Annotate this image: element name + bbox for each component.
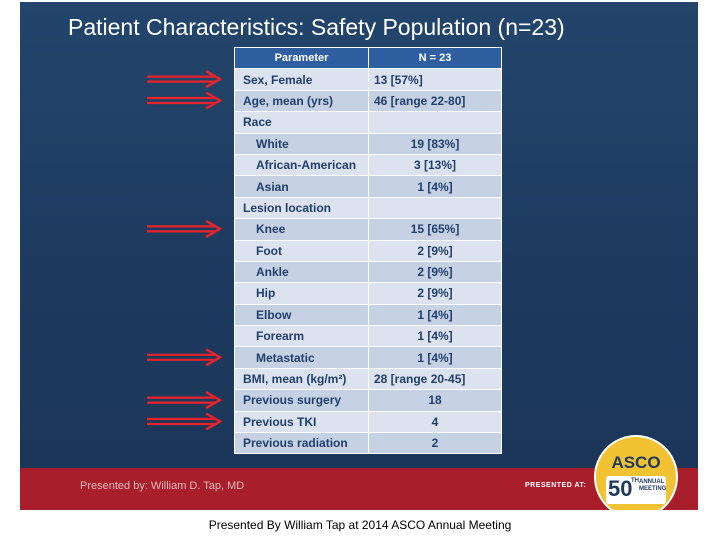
red-arrow-icon	[147, 219, 223, 238]
row-value: 2	[368, 432, 502, 455]
row-label: Asian	[234, 175, 369, 198]
row-value: 2 [9%]	[368, 260, 502, 284]
row-value	[368, 196, 502, 220]
row-value	[368, 111, 502, 134]
presented-by-text: Presented by: William D. Tap, MD	[80, 480, 245, 492]
table-row: Knee 15 [65%]	[234, 218, 502, 241]
arrows-layer	[147, 70, 223, 431]
row-value: 1 [4%]	[368, 303, 502, 327]
table-row: Age, mean (yrs) 46 [range 22-80]	[234, 89, 502, 113]
table-row: Race	[234, 111, 502, 134]
asco-ordinal: TH	[631, 478, 639, 484]
table-row: Forearm 1 [4%]	[234, 325, 502, 348]
asco-annual: ANNUAL	[639, 479, 665, 485]
table-body: Sex, Female 13 [57%] Age, mean (yrs) 46 [ra…	[234, 68, 502, 455]
table-row: White 19 [83%]	[234, 132, 502, 155]
row-label: Hip	[234, 282, 369, 305]
table-row: Ankle 2 [9%]	[234, 260, 502, 284]
red-arrow-icon	[147, 70, 223, 89]
row-value: 46 [range 22-80]	[368, 89, 502, 113]
table-row: Elbow 1 [4%]	[234, 303, 502, 327]
presentation-slide: Patient Characteristics: Safety Populati…	[20, 2, 698, 510]
red-arrow-icon	[147, 348, 223, 367]
row-label: Metastatic	[234, 346, 369, 369]
row-value: 4	[368, 410, 502, 434]
table-row: Previous radiation 2	[234, 432, 502, 455]
row-value: 1 [4%]	[368, 346, 502, 369]
table-row: Sex, Female 13 [57%]	[234, 68, 502, 91]
slide-title: Patient Characteristics: Safety Populati…	[68, 14, 565, 40]
row-label: Age, mean (yrs)	[234, 89, 369, 113]
asco-anniversary-badge: 50 TH ANNUAL MEETING	[606, 476, 666, 504]
slide-caption: Presented By William Tap at 2014 ASCO An…	[208, 518, 512, 532]
table-row: Lesion location	[234, 196, 502, 220]
row-value: 13 [57%]	[368, 68, 502, 91]
footer-bar: Presented by: William D. Tap, MD PRESENT…	[20, 468, 698, 510]
row-value: 1 [4%]	[368, 175, 502, 198]
asco-meeting: MEETING	[639, 486, 667, 492]
row-label: Sex, Female	[234, 68, 369, 91]
row-value: 15 [65%]	[368, 218, 502, 241]
row-label: Race	[234, 111, 369, 134]
asco-annual-meeting: ANNUAL MEETING	[639, 479, 666, 493]
row-label: Previous surgery	[234, 389, 369, 412]
red-arrow-icon	[147, 412, 223, 431]
row-label: White	[234, 132, 369, 155]
row-value: 3 [13%]	[368, 153, 502, 177]
row-label: Lesion location	[234, 196, 369, 220]
table-header-row: Parameter N = 23	[234, 46, 502, 70]
row-value: 2 [9%]	[368, 239, 502, 262]
table-row: Asian 1 [4%]	[234, 175, 502, 198]
row-label: Forearm	[234, 325, 369, 348]
table-row: Metastatic 1 [4%]	[234, 346, 502, 369]
patient-characteristics-table: Parameter N = 23 Sex, Female 13 [57%] Age,…	[234, 46, 502, 455]
row-label: Elbow	[234, 303, 369, 327]
table-row: Hip 2 [9%]	[234, 282, 502, 305]
table-row: BMI, mean (kg/m²) 28 [range 20-45]	[234, 367, 502, 391]
asco-number: 50	[608, 476, 633, 501]
row-label: Knee	[234, 218, 369, 241]
row-value: 28 [range 20-45]	[368, 367, 502, 391]
header-value: N = 23	[368, 46, 502, 70]
asco-name: ASCO	[611, 453, 661, 472]
table-row: Previous surgery 18	[234, 389, 502, 412]
row-value: 2 [9%]	[368, 282, 502, 305]
row-label: Ankle	[234, 260, 369, 284]
row-value: 1 [4%]	[368, 325, 502, 348]
red-arrow-icon	[147, 91, 223, 110]
asco-logo: ASCO 50 TH ANNUAL MEETING	[594, 435, 678, 510]
presented-at-label: PRESENTED AT:	[525, 482, 587, 489]
row-label: Previous radiation	[234, 432, 369, 455]
red-arrow-icon	[147, 391, 223, 410]
